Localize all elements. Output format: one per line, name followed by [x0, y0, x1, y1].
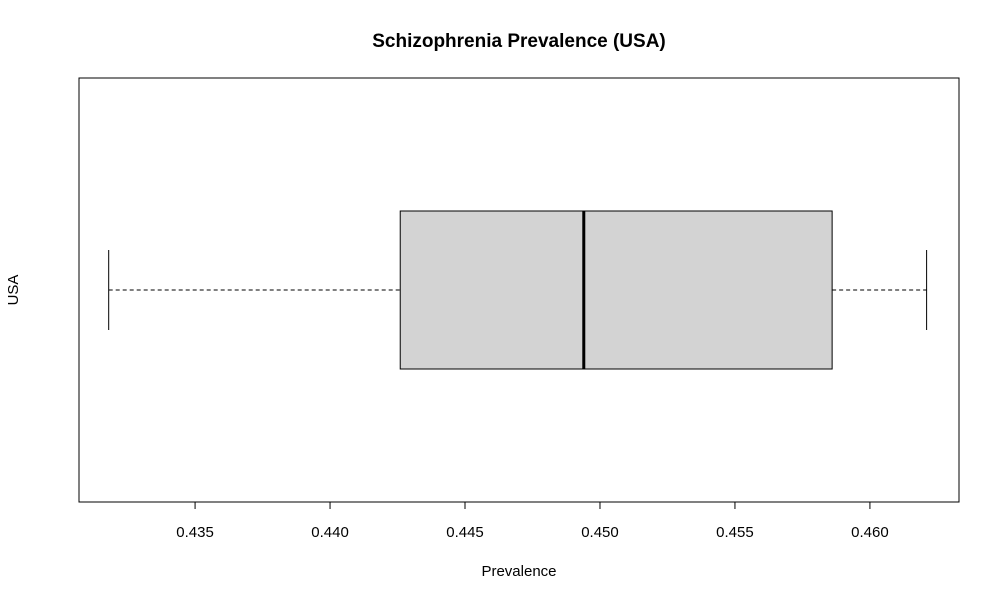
x-tick-label: 0.435 — [176, 524, 214, 541]
x-tick-label: 0.455 — [716, 524, 754, 541]
x-tick-label: 0.460 — [851, 524, 889, 541]
x-tick-label: 0.440 — [311, 524, 349, 541]
chart-title: Schizophrenia Prevalence (USA) — [372, 31, 666, 52]
interquartile-box — [399, 210, 833, 370]
x-tick-label: 0.445 — [446, 524, 484, 541]
x-tick-label: 0.450 — [581, 524, 619, 541]
box-group — [108, 210, 928, 370]
y-axis-label: USA — [5, 275, 22, 306]
x-axis-label: Prevalence — [481, 563, 556, 580]
x-axis: 0.435 0.440 0.445 0.450 0.455 0.460 — [176, 501, 889, 541]
